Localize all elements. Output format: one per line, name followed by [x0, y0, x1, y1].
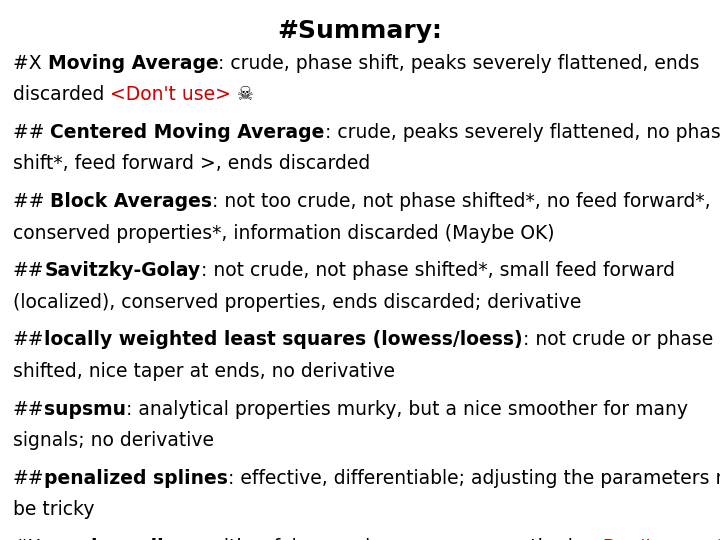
Text: ##: ##: [13, 469, 45, 488]
Text: ##: ##: [13, 123, 50, 142]
Text: : crude, phase shift, peaks severely flattened, ends: : crude, phase shift, peaks severely fla…: [218, 54, 700, 73]
Text: conserved properties*, information discarded (Maybe OK): conserved properties*, information disca…: [13, 224, 554, 242]
Text: Savitzky-Golay: Savitzky-Golay: [45, 261, 201, 280]
Text: : effective, differentiable; adjusting the parameters may: : effective, differentiable; adjusting t…: [228, 469, 720, 488]
Text: : not crude, not phase shifted*, small feed forward: : not crude, not phase shifted*, small f…: [201, 261, 675, 280]
Text: #Summary:: #Summary:: [278, 19, 442, 43]
Text: Block Averages: Block Averages: [50, 192, 212, 211]
Text: ##: ##: [13, 400, 45, 419]
Text: ☠: ☠: [708, 538, 720, 540]
Text: #X: #X: [13, 54, 48, 73]
Text: Moving Average: Moving Average: [48, 54, 218, 73]
Text: ##: ##: [13, 330, 45, 349]
Text: ##: ##: [13, 261, 45, 280]
Text: shift*, feed forward >, ends discarded: shift*, feed forward >, ends discarded: [13, 154, 370, 173]
Text: <Don't use>: <Don't use>: [110, 85, 231, 104]
Text: Centered Moving Average: Centered Moving Average: [50, 123, 325, 142]
Text: <Don't use>: <Don't use>: [587, 538, 708, 540]
Text: : crude, peaks severely flattened, no phase: : crude, peaks severely flattened, no ph…: [325, 123, 720, 142]
Text: ##: ##: [13, 192, 50, 211]
Text: be tricky: be tricky: [13, 500, 94, 519]
Text: : not too crude, not phase shifted*, no feed forward*,: : not too crude, not phase shifted*, no …: [212, 192, 711, 211]
Text: regular splines: regular splines: [42, 538, 200, 540]
Text: discarded: discarded: [13, 85, 110, 104]
Text: (localized), conserved properties, ends discarded; derivative: (localized), conserved properties, ends …: [13, 293, 581, 312]
Text: : analytical properties murky, but a nice smoother for many: : analytical properties murky, but a nic…: [127, 400, 688, 419]
Text: ☠: ☠: [231, 85, 254, 104]
Text: penalized splines: penalized splines: [45, 469, 228, 488]
Text: supsmu: supsmu: [45, 400, 127, 419]
Text: #X: #X: [13, 538, 42, 540]
Text: shifted, nice taper at ends, no derivative: shifted, nice taper at ends, no derivati…: [13, 362, 395, 381]
Text: locally weighted least squares (lowess/loess): locally weighted least squares (lowess/l…: [45, 330, 523, 349]
Text: : either false maxima, or oversmoothed--: : either false maxima, or oversmoothed--: [200, 538, 587, 540]
Text: signals; no derivative: signals; no derivative: [13, 431, 214, 450]
Text: : not crude or phase: : not crude or phase: [523, 330, 714, 349]
